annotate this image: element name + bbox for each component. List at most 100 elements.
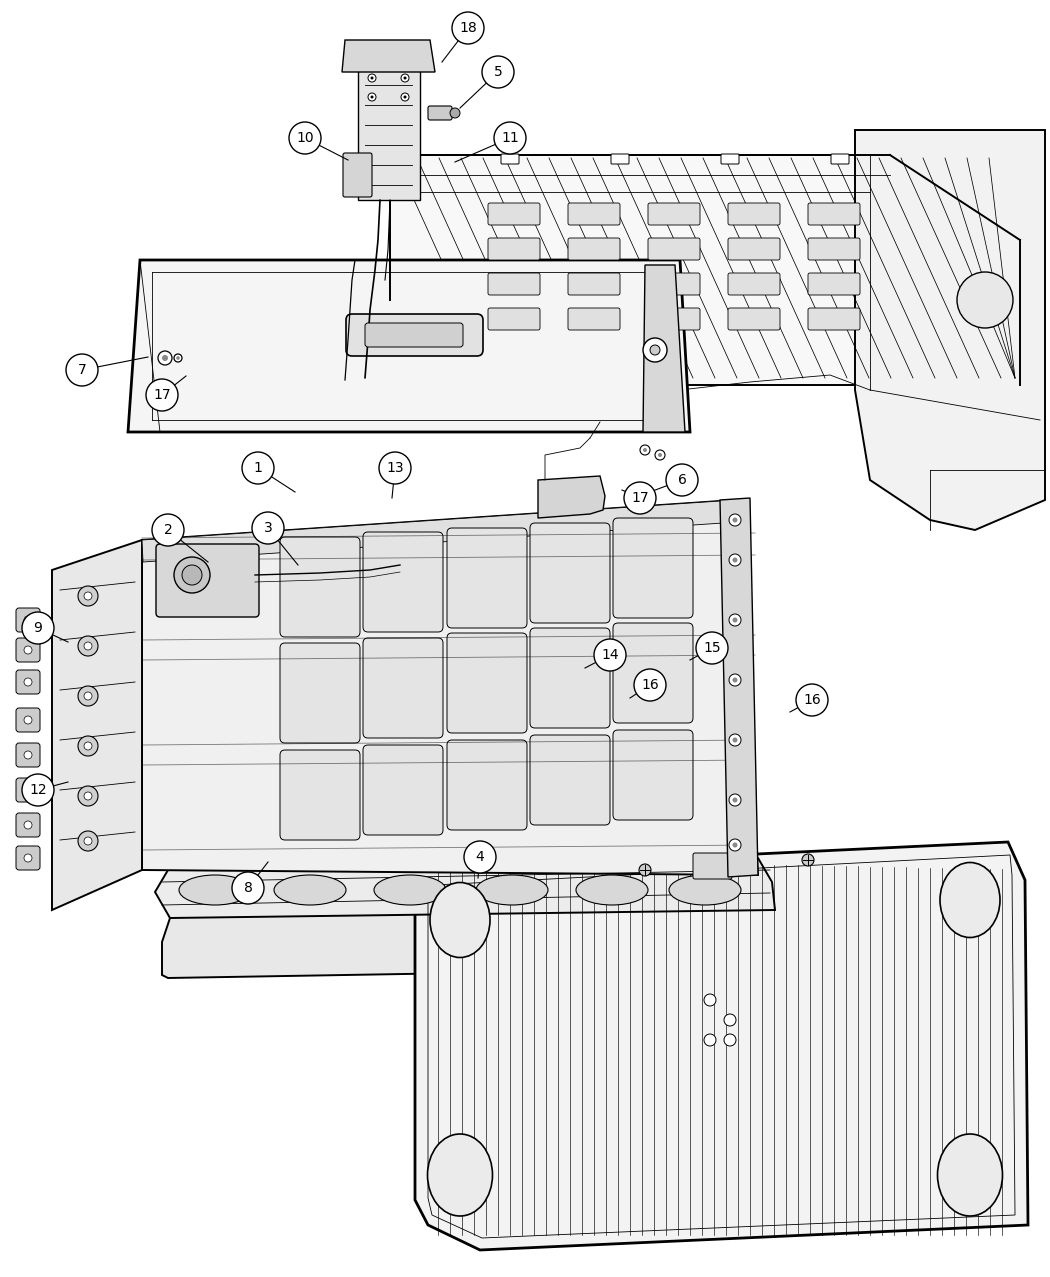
FancyBboxPatch shape xyxy=(447,633,527,733)
FancyBboxPatch shape xyxy=(428,106,452,120)
Circle shape xyxy=(84,742,92,750)
Circle shape xyxy=(733,517,737,522)
Circle shape xyxy=(403,77,406,79)
FancyBboxPatch shape xyxy=(156,544,259,617)
Text: 6: 6 xyxy=(677,472,687,487)
Text: 2: 2 xyxy=(164,524,172,538)
Text: 5: 5 xyxy=(494,65,502,79)
Circle shape xyxy=(78,787,98,806)
Circle shape xyxy=(724,1014,736,1025)
Ellipse shape xyxy=(427,1134,492,1216)
FancyBboxPatch shape xyxy=(16,743,40,767)
Circle shape xyxy=(733,738,737,742)
FancyBboxPatch shape xyxy=(728,308,780,329)
Circle shape xyxy=(733,618,737,622)
Circle shape xyxy=(24,616,32,624)
FancyBboxPatch shape xyxy=(568,308,620,329)
FancyBboxPatch shape xyxy=(16,638,40,661)
FancyBboxPatch shape xyxy=(648,203,700,225)
Polygon shape xyxy=(415,842,1028,1250)
FancyBboxPatch shape xyxy=(365,323,463,347)
FancyBboxPatch shape xyxy=(488,308,540,329)
Circle shape xyxy=(174,557,210,593)
Circle shape xyxy=(729,614,741,626)
FancyBboxPatch shape xyxy=(808,273,860,295)
Circle shape xyxy=(594,638,626,670)
Ellipse shape xyxy=(274,875,346,905)
Circle shape xyxy=(24,821,32,829)
Circle shape xyxy=(452,11,484,43)
Polygon shape xyxy=(162,905,775,978)
Circle shape xyxy=(401,74,410,82)
Circle shape xyxy=(252,512,284,544)
Polygon shape xyxy=(155,858,775,918)
Circle shape xyxy=(733,558,737,562)
Circle shape xyxy=(643,448,647,452)
FancyBboxPatch shape xyxy=(613,623,693,723)
FancyBboxPatch shape xyxy=(613,518,693,618)
Text: 12: 12 xyxy=(29,783,47,797)
Circle shape xyxy=(729,554,741,566)
Circle shape xyxy=(704,1034,716,1046)
FancyBboxPatch shape xyxy=(16,813,40,836)
FancyBboxPatch shape xyxy=(530,628,610,728)
Circle shape xyxy=(666,464,698,495)
FancyBboxPatch shape xyxy=(648,273,700,295)
Text: 17: 17 xyxy=(153,388,171,402)
FancyBboxPatch shape xyxy=(693,853,732,879)
Circle shape xyxy=(84,836,92,845)
Ellipse shape xyxy=(940,862,1000,937)
Circle shape xyxy=(704,994,716,1006)
Polygon shape xyxy=(720,498,758,877)
FancyBboxPatch shape xyxy=(16,608,40,632)
Circle shape xyxy=(146,379,178,411)
FancyBboxPatch shape xyxy=(343,153,372,197)
Ellipse shape xyxy=(938,1134,1003,1216)
FancyBboxPatch shape xyxy=(363,533,443,632)
Text: 14: 14 xyxy=(602,647,618,661)
FancyBboxPatch shape xyxy=(530,736,610,825)
Circle shape xyxy=(634,669,666,701)
Circle shape xyxy=(639,865,651,876)
Circle shape xyxy=(494,123,526,155)
FancyBboxPatch shape xyxy=(568,203,620,225)
FancyBboxPatch shape xyxy=(280,750,360,840)
Text: 15: 15 xyxy=(704,641,720,655)
Text: 18: 18 xyxy=(459,20,477,34)
FancyBboxPatch shape xyxy=(721,155,739,163)
Circle shape xyxy=(802,854,814,866)
Circle shape xyxy=(24,787,32,794)
Text: 9: 9 xyxy=(34,621,42,635)
FancyBboxPatch shape xyxy=(16,670,40,693)
Ellipse shape xyxy=(178,875,251,905)
Circle shape xyxy=(371,96,374,98)
Circle shape xyxy=(401,93,410,101)
Circle shape xyxy=(78,831,98,850)
Circle shape xyxy=(368,74,376,82)
FancyBboxPatch shape xyxy=(648,308,700,329)
Polygon shape xyxy=(643,266,685,432)
Text: 11: 11 xyxy=(501,132,519,146)
Circle shape xyxy=(24,751,32,759)
Circle shape xyxy=(152,515,184,547)
Circle shape xyxy=(232,872,264,904)
FancyBboxPatch shape xyxy=(613,730,693,820)
Ellipse shape xyxy=(576,875,648,905)
Text: 8: 8 xyxy=(244,881,252,895)
Circle shape xyxy=(733,843,737,848)
FancyBboxPatch shape xyxy=(831,155,849,163)
FancyBboxPatch shape xyxy=(611,155,629,163)
Circle shape xyxy=(643,338,667,361)
FancyBboxPatch shape xyxy=(16,845,40,870)
Text: 7: 7 xyxy=(78,363,86,377)
FancyBboxPatch shape xyxy=(488,238,540,261)
Circle shape xyxy=(624,481,656,515)
Circle shape xyxy=(24,854,32,862)
Circle shape xyxy=(696,632,728,664)
Circle shape xyxy=(640,444,650,455)
FancyBboxPatch shape xyxy=(16,707,40,732)
Circle shape xyxy=(78,736,98,756)
FancyBboxPatch shape xyxy=(280,644,360,743)
Circle shape xyxy=(24,678,32,686)
Circle shape xyxy=(84,692,92,700)
